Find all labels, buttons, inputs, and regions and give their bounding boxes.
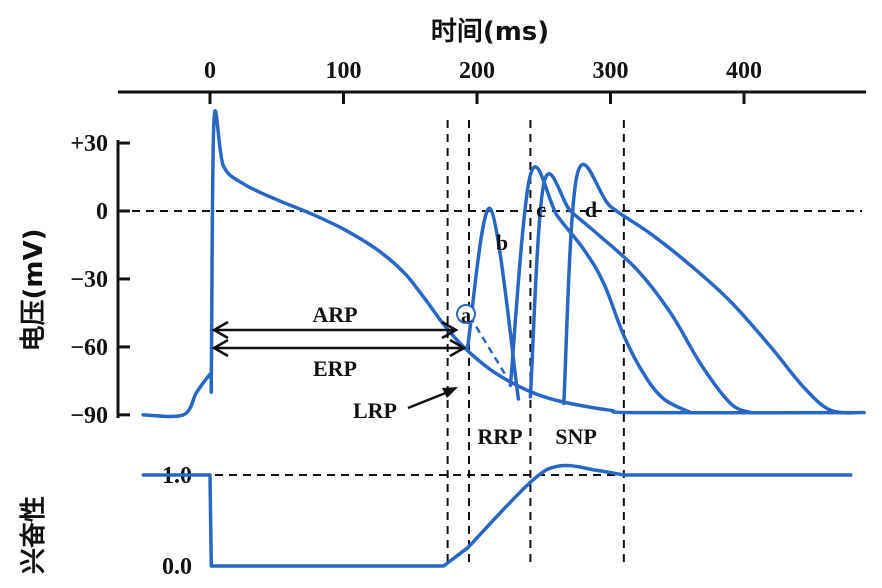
voltage-tick-label: 0 <box>96 199 108 225</box>
erp-label: ERP <box>313 356 357 381</box>
time-axis-title: 时间(ms) <box>431 17 549 47</box>
voltage-tick-label: −30 <box>70 267 108 293</box>
rrp-label: RRP <box>477 424 522 449</box>
voltage-axis-title: 电压(mV) <box>19 229 49 352</box>
point-a-label: a <box>461 305 471 327</box>
reference-lines <box>118 120 862 566</box>
time-tick-label: 300 <box>593 58 629 84</box>
premature-action-potential-curve <box>528 172 753 415</box>
arp-label: ARP <box>312 302 357 327</box>
erp-arrow <box>211 338 467 358</box>
voltage-tick-label: −60 <box>70 335 108 361</box>
point-c-label: c <box>536 197 546 222</box>
point-b-label: b <box>496 230 508 255</box>
time-tick-label: 400 <box>726 58 762 84</box>
lrp-arrow <box>407 387 458 410</box>
time-tick-label: 100 <box>326 58 362 84</box>
point-d-label: d <box>585 197 597 222</box>
voltage-axis-ticks: +30 0 −30 −60 −90 <box>70 131 130 429</box>
time-tick-label: 0 <box>204 58 216 84</box>
excitability-curve <box>141 463 853 568</box>
action-potential-curves <box>141 109 866 568</box>
voltage-tick-label: −90 <box>70 403 108 429</box>
lrp-label: LRP <box>353 398 397 423</box>
voltage-tick-label: +30 <box>70 131 108 157</box>
time-tick-label: 200 <box>459 58 495 84</box>
excitability-tick-label: 0.0 <box>162 554 192 580</box>
premature-action-potential-curve <box>508 165 693 415</box>
excitability-axis-ticks: 1.00.0 <box>162 463 192 580</box>
snp-label: SNP <box>555 424 597 449</box>
premature-action-potential-curve <box>562 163 866 415</box>
arp-arrow <box>211 320 459 340</box>
time-axis-ticks: 0 100 200 300 400 <box>204 58 762 104</box>
main-action-potential-curve <box>141 109 853 419</box>
point-a-marker <box>456 304 476 324</box>
excitability-axis-title: 兴奋性 <box>19 496 49 574</box>
